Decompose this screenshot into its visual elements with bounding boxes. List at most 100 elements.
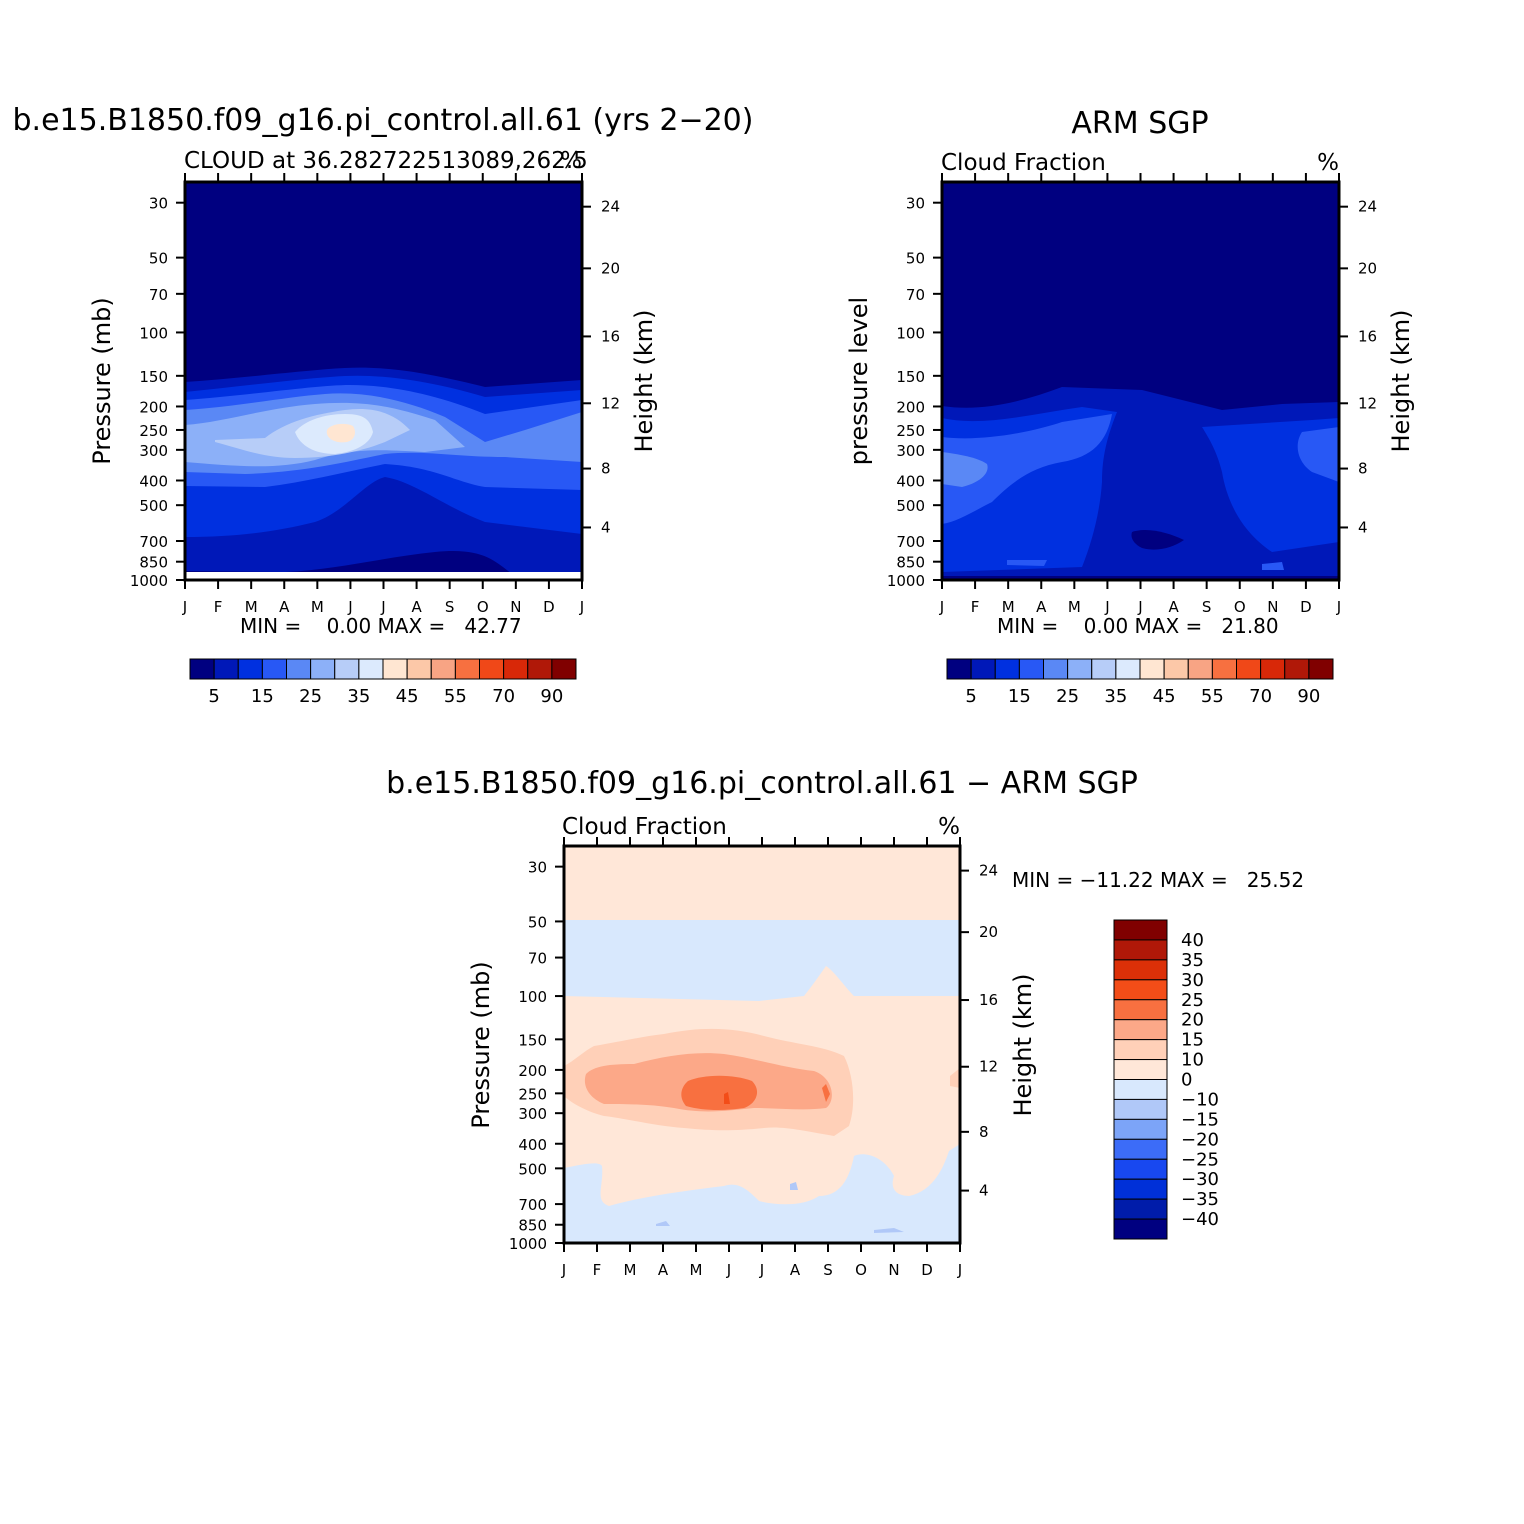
- y-tick-label: 850: [139, 554, 168, 572]
- y-tick-label: 30: [149, 195, 168, 213]
- panel-diff-ylabel-right: Height (km): [1009, 974, 1037, 1117]
- colorbar-label: −25: [1181, 1149, 1219, 1170]
- x-tick-label: N: [1267, 598, 1278, 616]
- x-tick-label: A: [658, 1261, 669, 1279]
- y-tick-label: 1000: [887, 572, 925, 590]
- contour-diff-neg10-bottom: [564, 1144, 960, 1243]
- contour-model-40: [326, 423, 355, 443]
- y2-tick-label: 12: [1358, 394, 1377, 412]
- panel-diff-ylabel: Pressure (mb): [467, 961, 495, 1128]
- y-tick-label: 250: [518, 1085, 547, 1103]
- colorbar-label: 35: [1104, 686, 1127, 707]
- colorbar-label: 35: [1181, 950, 1204, 971]
- y2-tick-label: 8: [1358, 460, 1368, 478]
- panel-model-subtitle: CLOUD at 36.282722513089,262.5: [184, 148, 588, 174]
- y-tick-label: 70: [149, 286, 168, 304]
- colorbar-label: 90: [540, 686, 563, 707]
- y2-tick-label: 20: [1358, 259, 1377, 277]
- x-tick-label: A: [790, 1261, 801, 1279]
- panel-obs: ARM SGP Cloud Fraction % J F M A M J J A S O N D J 30…: [845, 106, 1415, 707]
- y2-tick-label: 24: [1358, 198, 1377, 216]
- colorbar-label: 5: [965, 686, 976, 707]
- contour-obs-15: [942, 414, 1339, 524]
- x-tick-label: S: [823, 1261, 833, 1279]
- y2-tick-label: 4: [1358, 518, 1368, 536]
- y-tick-label: 1000: [130, 572, 168, 590]
- colorbar-label: 45: [1153, 686, 1176, 707]
- colorbar-label: −15: [1181, 1109, 1219, 1130]
- colorbar-label: −10: [1181, 1089, 1219, 1110]
- colorbar-label: 70: [1249, 686, 1272, 707]
- y2-tick-label: 8: [601, 460, 611, 478]
- panel-diff-units: %: [938, 814, 960, 840]
- y-tick-label: 700: [896, 533, 925, 551]
- colorbar-label: 25: [1181, 990, 1204, 1011]
- x-tick-label: M: [690, 1261, 703, 1279]
- x-tick-label: A: [411, 598, 422, 616]
- x-tick-label: F: [971, 598, 980, 616]
- x-tick-label: D: [543, 598, 555, 616]
- y2-tick-label: 20: [601, 259, 620, 277]
- colorbar-box: [1018, 658, 1044, 680]
- colorbar-box: [1113, 1079, 1168, 1100]
- y-tick-label: 850: [896, 554, 925, 572]
- colorbar-box: [382, 658, 408, 680]
- colorbar-label: 5: [208, 686, 219, 707]
- y2-tick-label: 16: [601, 327, 620, 345]
- panel-model-title: b.e15.B1850.f09_g16.pi_control.all.61 (y…: [13, 103, 754, 138]
- colorbar-box: [454, 658, 480, 680]
- colorbar-box: [1113, 1019, 1168, 1041]
- y2-tick-label: 12: [979, 1058, 998, 1076]
- colorbar-label: 25: [299, 686, 322, 707]
- x-tick-label: A: [1168, 598, 1179, 616]
- y-tick-label: 150: [518, 1031, 547, 1049]
- y-tick-label: 100: [139, 324, 168, 342]
- colorbar-box: [479, 658, 505, 680]
- panel-model-ylabel: Pressure (mb): [88, 297, 116, 464]
- x-tick-label: J: [759, 1261, 764, 1279]
- panel-diff-title: b.e15.B1850.f09_g16.pi_control.all.61 − …: [386, 766, 1138, 801]
- x-tick-label: S: [445, 598, 455, 616]
- x-tick-label: J: [1336, 598, 1341, 616]
- colorbar-box: [1113, 979, 1168, 1001]
- colorbar-label: 15: [251, 686, 274, 707]
- x-tick-label: M: [245, 598, 258, 616]
- colorbar-box: [406, 658, 432, 680]
- colorbar-box: [1187, 658, 1213, 680]
- x-tick-label: A: [279, 598, 290, 616]
- y-tick-label: 150: [139, 368, 168, 386]
- colorbar-label: 25: [1056, 686, 1079, 707]
- colorbar-box: [430, 658, 456, 680]
- colorbar-box: [1236, 658, 1262, 680]
- x-tick-label: J: [1137, 598, 1142, 616]
- colorbar-box: [970, 658, 996, 680]
- colorbar-box: [1113, 939, 1168, 961]
- y2-tick-label: 4: [979, 1182, 989, 1200]
- y2-tick-label: 4: [601, 518, 611, 536]
- colorbar-label: 30: [1181, 970, 1204, 991]
- y-tick-label: 300: [518, 1105, 547, 1123]
- y-tick-label: 700: [518, 1196, 547, 1214]
- colorbar-box: [527, 658, 553, 680]
- y-tick-label: 400: [896, 473, 925, 491]
- x-tick-label: M: [624, 1261, 637, 1279]
- y-tick-label: 250: [896, 422, 925, 440]
- x-tick-label: J: [726, 1261, 731, 1279]
- colorbar-box: [1163, 658, 1189, 680]
- y-tick-label: 1000: [509, 1235, 547, 1253]
- x-tick-label: O: [855, 1261, 867, 1279]
- colorbar-box: [1113, 1178, 1168, 1200]
- x-tick-label: D: [1300, 598, 1312, 616]
- colorbar-box: [261, 658, 287, 680]
- panel-model-minmax: MIN = 0.00 MAX = 42.77: [240, 614, 522, 638]
- colorbar-box: [1113, 959, 1168, 981]
- colorbar-label: 55: [444, 686, 467, 707]
- y-tick-label: 300: [139, 442, 168, 460]
- y2-tick-label: 8: [979, 1123, 989, 1141]
- x-tick-label: N: [510, 598, 521, 616]
- colorbar-box: [358, 658, 384, 680]
- panel-obs-ylabel-right: Height (km): [1387, 310, 1415, 453]
- colorbar-box: [994, 658, 1020, 680]
- colorbar-box: [1211, 658, 1237, 680]
